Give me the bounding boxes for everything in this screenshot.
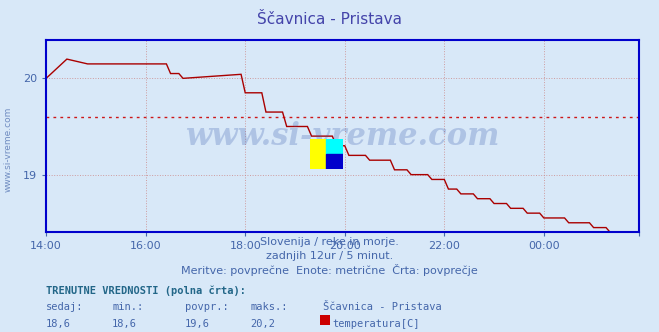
Text: TRENUTNE VREDNOSTI (polna črta):: TRENUTNE VREDNOSTI (polna črta):	[46, 286, 246, 296]
Bar	[326, 154, 343, 169]
Text: povpr.:: povpr.:	[185, 302, 228, 312]
Text: www.si-vreme.com: www.si-vreme.com	[3, 107, 13, 192]
Text: 18,6: 18,6	[46, 319, 71, 329]
Text: zadnjih 12ur / 5 minut.: zadnjih 12ur / 5 minut.	[266, 251, 393, 261]
Text: sedaj:: sedaj:	[46, 302, 84, 312]
Text: maks.:: maks.:	[250, 302, 288, 312]
Text: Meritve: povprečne  Enote: metrične  Črta: povprečje: Meritve: povprečne Enote: metrične Črta:…	[181, 264, 478, 276]
Text: Ščavnica - Pristava: Ščavnica - Pristava	[257, 12, 402, 27]
Text: 20,2: 20,2	[250, 319, 275, 329]
Text: 18,6: 18,6	[112, 319, 137, 329]
Text: www.si-vreme.com: www.si-vreme.com	[185, 121, 500, 152]
Bar	[310, 139, 326, 169]
Text: min.:: min.:	[112, 302, 143, 312]
Text: Slovenija / reke in morje.: Slovenija / reke in morje.	[260, 237, 399, 247]
Text: temperatura[C]: temperatura[C]	[333, 319, 420, 329]
Bar	[326, 139, 343, 154]
Text: 19,6: 19,6	[185, 319, 210, 329]
Text: Ščavnica - Pristava: Ščavnica - Pristava	[323, 302, 442, 312]
